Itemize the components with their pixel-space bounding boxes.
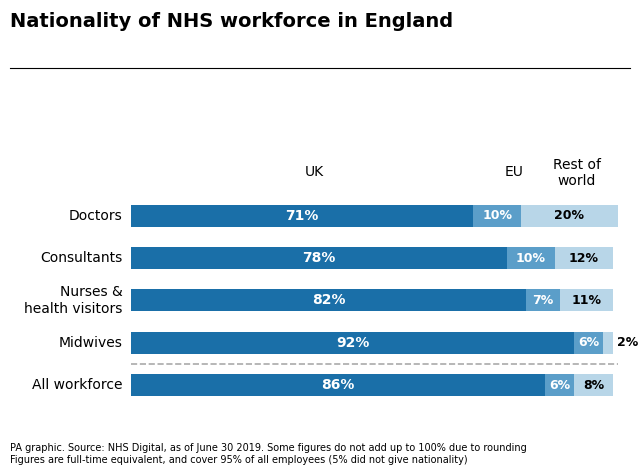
Text: EU: EU: [504, 165, 524, 179]
Bar: [131, 374, 545, 396]
Bar: [522, 205, 618, 227]
Bar: [131, 290, 526, 311]
Text: 78%: 78%: [302, 251, 336, 265]
Bar: [507, 247, 555, 269]
Text: 12%: 12%: [569, 252, 599, 265]
Text: Rest of
world: Rest of world: [553, 158, 601, 188]
Bar: [526, 290, 560, 311]
Text: PA graphic. Source: NHS Digital, as of June 30 2019. Some figures do not add up : PA graphic. Source: NHS Digital, as of J…: [10, 443, 526, 465]
Text: 10%: 10%: [516, 252, 546, 265]
Bar: [574, 374, 612, 396]
Text: 11%: 11%: [572, 294, 602, 307]
Text: 82%: 82%: [312, 293, 346, 307]
Bar: [131, 332, 574, 354]
Text: 71%: 71%: [285, 209, 319, 223]
Text: 6%: 6%: [549, 379, 570, 392]
Bar: [131, 205, 473, 227]
Text: 6%: 6%: [578, 336, 599, 349]
Text: 86%: 86%: [321, 378, 355, 392]
Text: Nationality of NHS workforce in England: Nationality of NHS workforce in England: [10, 12, 452, 31]
Text: UK: UK: [305, 165, 324, 179]
Text: 10%: 10%: [482, 209, 512, 222]
Text: 92%: 92%: [336, 336, 369, 350]
Bar: [574, 332, 603, 354]
Bar: [555, 247, 612, 269]
Text: 7%: 7%: [532, 294, 554, 307]
Bar: [545, 374, 574, 396]
Text: 8%: 8%: [583, 379, 604, 392]
Bar: [131, 247, 507, 269]
Text: 2%: 2%: [616, 336, 638, 349]
Bar: [473, 205, 522, 227]
Bar: [560, 290, 612, 311]
Bar: [603, 332, 612, 354]
Text: 20%: 20%: [554, 209, 584, 222]
